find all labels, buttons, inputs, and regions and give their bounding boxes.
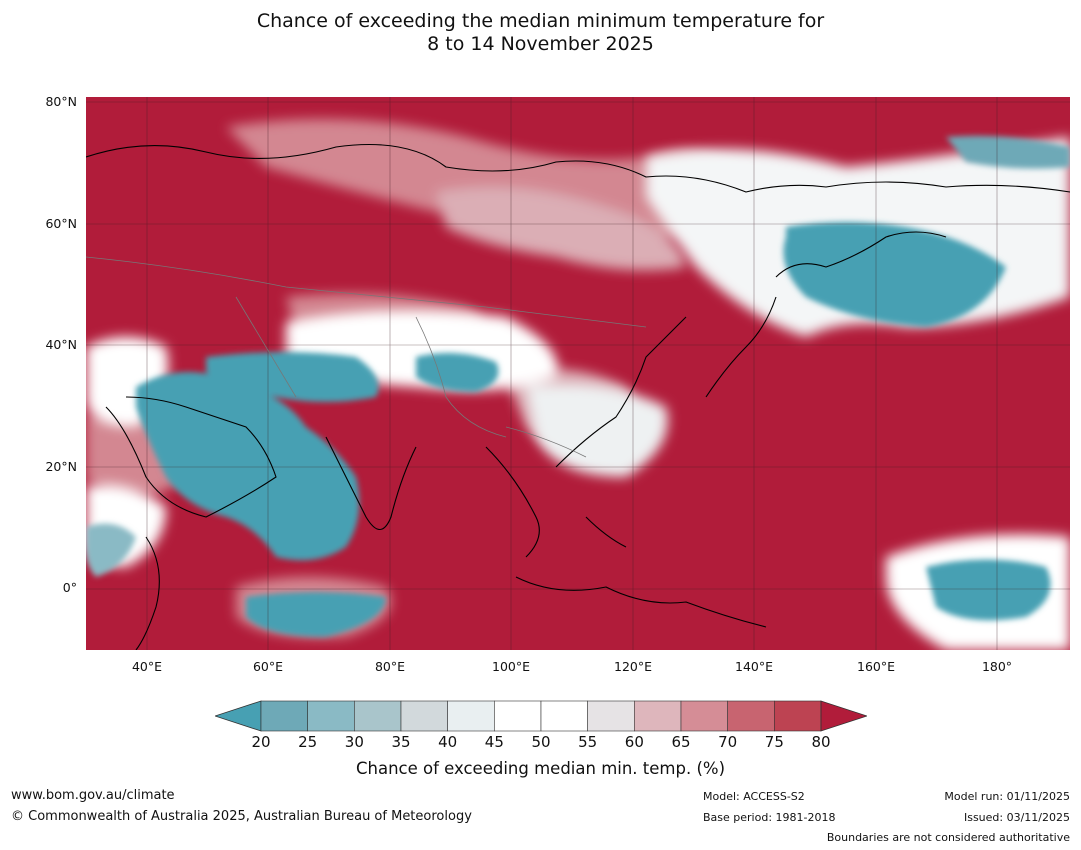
colorbar-segment-35-40 — [400, 700, 448, 732]
footer-website: www.bom.gov.au/climate — [11, 788, 175, 803]
lat-label-40n: 40°N — [45, 337, 77, 352]
cool-regions — [86, 135, 1070, 637]
colorbar-segment-50-55 — [540, 700, 588, 732]
lat-label-60n: 60°N — [45, 216, 77, 231]
lon-label-80e: 80°E — [374, 659, 406, 674]
colorbar-tick-label: 60 — [624, 733, 644, 751]
forecast-map — [86, 97, 1070, 650]
footer-base-period: Base period: 1981-2018 — [703, 811, 836, 824]
lon-label-180: 180° — [981, 659, 1013, 674]
footer-copyright: © Commonwealth of Australia 2025, Austra… — [11, 809, 472, 824]
footer-model: Model: ACCESS-S2 — [703, 790, 805, 803]
colorbar-segment-40-45 — [447, 700, 495, 732]
colorbar-segment-75-80 — [774, 700, 822, 732]
coastlines — [86, 143, 1070, 650]
colorbar-segment-60-65 — [634, 700, 682, 732]
colorbar-tick-label: 35 — [391, 733, 411, 751]
chart-title: Chance of exceeding the median minimum t… — [0, 10, 1081, 56]
footer-disclaimer: Boundaries are not considered authoritat… — [826, 831, 1070, 844]
colorbar-tick-label: 30 — [344, 733, 364, 751]
colorbar-segment-70-75 — [727, 700, 775, 732]
colorbar-tick-label: 75 — [764, 733, 784, 751]
colorbar-extension-low — [215, 700, 262, 732]
footer-issued: Issued: 03/11/2025 — [963, 811, 1070, 824]
lon-label-40e: 40°E — [131, 659, 163, 674]
colorbar — [215, 700, 867, 732]
colorbar-segment-30-35 — [354, 700, 402, 732]
lat-label-0: 0° — [62, 580, 77, 595]
colorbar-tick-label: 20 — [251, 733, 271, 751]
title-line-2: 8 to 14 November 2025 — [427, 33, 654, 55]
lat-label-80n: 80°N — [45, 94, 77, 109]
colorbar-segment-20-25 — [260, 700, 308, 732]
lon-label-100e: 100°E — [491, 659, 531, 674]
colorbar-label: Chance of exceeding median min. temp. (%… — [355, 759, 726, 778]
colorbar-extension-high — [820, 700, 867, 732]
colorbar-tick-label: 40 — [438, 733, 458, 751]
colorbar-tick-label: 25 — [298, 733, 318, 751]
lat-label-20n: 20°N — [45, 459, 77, 474]
lon-label-140e: 140°E — [734, 659, 774, 674]
graticule — [86, 97, 1070, 650]
colorbar-tick-label: 80 — [811, 733, 831, 751]
title-line-1: Chance of exceeding the median minimum t… — [256, 10, 825, 32]
colorbar-tick-label: 45 — [484, 733, 504, 751]
colorbar-tick-label: 65 — [671, 733, 691, 751]
colorbar-tick-label: 50 — [531, 733, 551, 751]
colorbar-tick-label: 55 — [578, 733, 598, 751]
footer-model-run: Model run: 01/11/2025 — [944, 790, 1070, 803]
colorbar-tick-label: 70 — [718, 733, 738, 751]
colorbar-segment-45-50 — [494, 700, 542, 732]
colorbar-segment-55-60 — [587, 700, 635, 732]
lon-label-60e: 60°E — [252, 659, 284, 674]
country-borders — [86, 256, 647, 458]
colorbar-segment-25-30 — [307, 700, 355, 732]
lon-label-120e: 120°E — [613, 659, 653, 674]
colorbar-segment-65-70 — [680, 700, 728, 732]
lon-label-160e: 160°E — [856, 659, 896, 674]
